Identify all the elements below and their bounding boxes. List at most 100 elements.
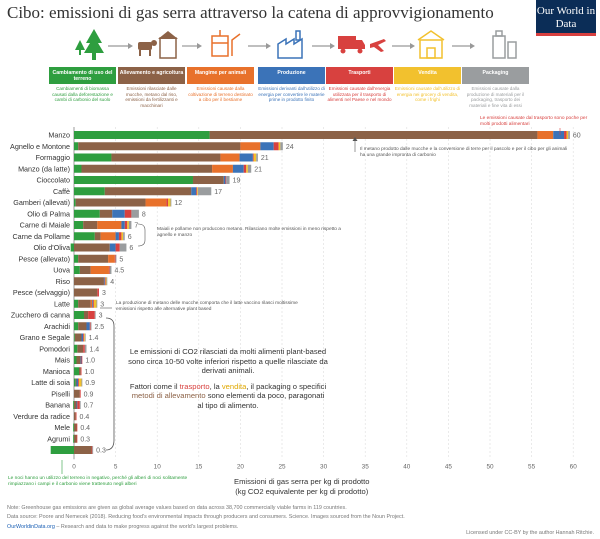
x-tick-label: 30	[320, 463, 328, 470]
bar-segment	[212, 164, 233, 173]
bar-segment	[253, 153, 257, 162]
bar-segment	[74, 153, 112, 162]
bar-segment	[553, 131, 565, 139]
bar-segment	[568, 131, 570, 139]
bar-segment	[80, 367, 82, 376]
row-label: Carne di Maiale	[20, 221, 70, 230]
bar-segment	[92, 446, 94, 454]
row-label: Zucchero di canna	[11, 311, 70, 320]
bar-segment	[127, 221, 129, 229]
footer-note: Note: Greenhouse gas emissions are given…	[7, 505, 347, 511]
row-label: Mais	[55, 356, 71, 365]
total-label: 1.4	[89, 335, 99, 342]
total-label: 0.9	[84, 391, 94, 398]
row-label: Manzo	[48, 131, 70, 140]
x-tick-label: 5	[114, 463, 118, 470]
bar-segment	[77, 401, 80, 409]
row-label: Riso	[56, 277, 70, 286]
bar-segment	[78, 254, 109, 263]
bar-segment	[108, 266, 110, 274]
total-label: 1.0	[84, 369, 94, 376]
stage-desc-7: Emissioni causate dalla produzione di ma…	[466, 86, 525, 108]
total-label: 0.3	[96, 448, 106, 455]
bar-segment	[81, 164, 213, 173]
total-label: 12	[174, 200, 182, 207]
bar-segment	[74, 333, 82, 342]
bar-segment	[247, 164, 252, 173]
bar-segment	[92, 299, 94, 308]
row-label: Caffè	[53, 187, 70, 196]
owid-logo[interactable]: Our World in Data	[536, 0, 596, 36]
bar-segment	[119, 243, 127, 252]
total-label: 3	[100, 301, 104, 308]
package-icon	[492, 30, 517, 59]
total-label: 3	[99, 313, 103, 320]
bar-segment	[124, 221, 128, 229]
pigs-bracket	[137, 223, 146, 247]
row-label: Banana	[45, 401, 70, 410]
highlight-metodi: metodi di allevamento	[131, 391, 206, 401]
bar-segment	[564, 131, 567, 139]
stage-7: Packaging	[462, 67, 529, 84]
bar-segment	[83, 333, 85, 342]
plant-based-annotation: Le emissioni di CO2 rilasciati da molti …	[128, 347, 328, 410]
bar-segment	[220, 153, 240, 162]
feed-icon	[211, 30, 241, 57]
stage-2: Allevamento e agricoltura	[118, 67, 185, 84]
bar-segment	[145, 198, 167, 207]
bar-segment	[93, 299, 97, 308]
bar-segment	[83, 333, 84, 342]
bar-segment	[106, 277, 108, 286]
bar-segment	[76, 356, 81, 364]
row-label: Mele	[54, 423, 70, 432]
bar-segment	[81, 356, 83, 364]
methane-arrowhead	[352, 137, 358, 141]
bar-segment	[74, 266, 80, 274]
bar-segment	[74, 187, 105, 196]
bar-segment	[168, 198, 171, 207]
row-label: Piselli	[51, 389, 70, 398]
plant-bracket	[105, 317, 115, 451]
bar-segment	[97, 288, 99, 297]
methane-note: Il metano prodotto dalle mucche e la con…	[360, 147, 568, 158]
bar-segment	[74, 344, 78, 353]
row-label: Grano e Segale	[20, 333, 70, 342]
bar-segment	[74, 288, 98, 297]
bar-segment	[90, 299, 93, 308]
row-label: Manzo (da latte)	[18, 164, 70, 173]
total-label: 5	[119, 256, 123, 263]
bar-segment	[89, 322, 91, 331]
bar-segment	[114, 254, 116, 263]
total-label: 1.4	[89, 346, 99, 353]
row-label: Formaggio	[36, 153, 70, 162]
bar-segment	[80, 356, 82, 364]
bar-segment	[74, 333, 75, 342]
x-tick-label: 50	[486, 463, 494, 470]
bar-segment	[109, 266, 112, 274]
bar-segment	[121, 232, 124, 241]
bar-segment	[81, 378, 83, 387]
bar-segment	[278, 142, 281, 151]
row-label: Latte di soia	[31, 378, 70, 387]
stage-1: Cambiamento di uso del terreno	[49, 67, 116, 84]
bar-segment	[75, 412, 77, 421]
stage-desc-1: Cambiamenti di biomassa causati dalla de…	[52, 86, 113, 103]
bar-segment	[74, 209, 100, 218]
bar-segment	[121, 221, 125, 229]
bar-segment	[75, 198, 146, 207]
total-label: 0.4	[79, 414, 89, 421]
bar-segment	[246, 164, 248, 173]
bar-segment	[196, 187, 198, 196]
bar-segment	[74, 142, 79, 151]
x-tick-label: 55	[528, 463, 536, 470]
x-tick-label: 15	[195, 463, 203, 470]
bar-segment	[191, 187, 197, 196]
x-tick-label: 20	[237, 463, 245, 470]
bar-segment	[118, 232, 122, 241]
stage-desc-3: Emissioni causate dalla coltivazione di …	[188, 86, 253, 103]
row-label: Latte	[54, 299, 70, 308]
transport-note: Le emissioni causate dal trasporto sono …	[480, 116, 588, 127]
total-label: 24	[286, 144, 294, 151]
site-link[interactable]: OurWorldinData.org	[7, 524, 55, 530]
row-label: Verdure da radice	[13, 412, 70, 421]
